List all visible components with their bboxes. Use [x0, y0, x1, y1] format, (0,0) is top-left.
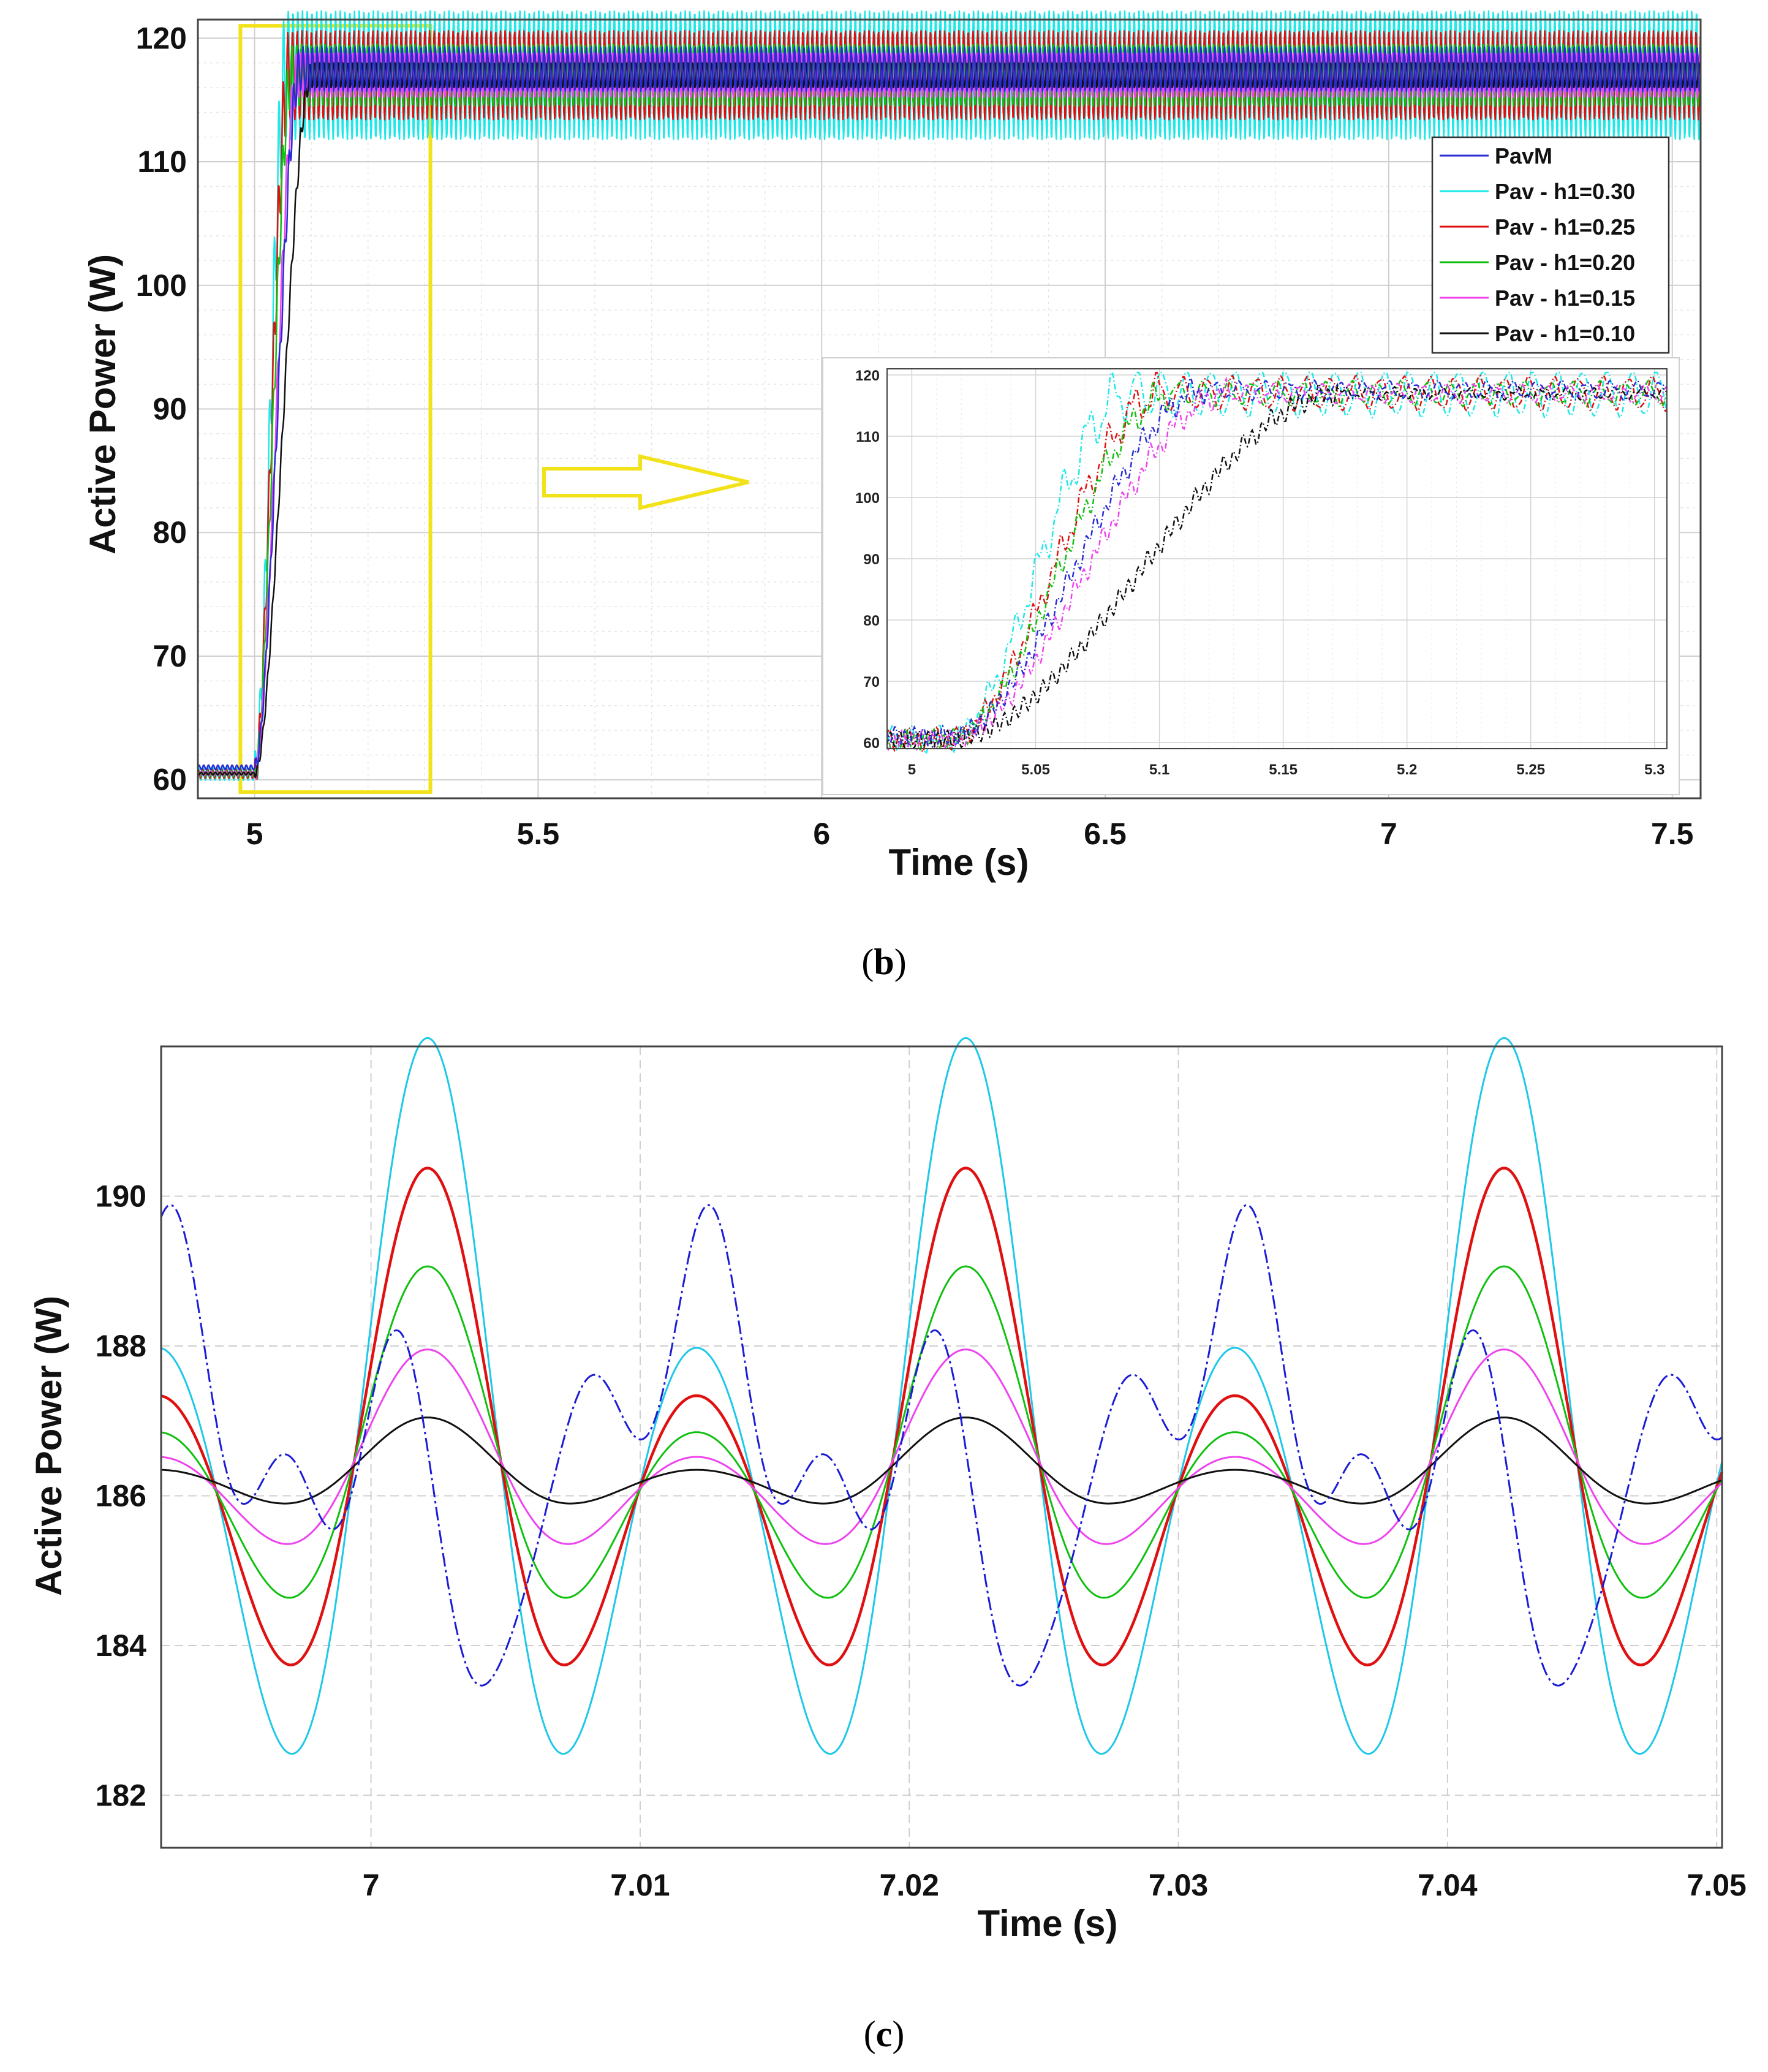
panel-b-plot-frame: [197, 18, 1702, 800]
panel-c-x-tick-label: 7.03: [1149, 1868, 1208, 1902]
inset-x-tick-label: 5: [908, 762, 916, 778]
inset-series-line: [886, 379, 1668, 751]
panel-b-y-tick-label: 100: [136, 268, 187, 303]
panel-c-series-lines: [160, 1037, 1724, 1755]
inset-x-tick-label: 5.25: [1516, 762, 1545, 778]
panel-c-series-line: [161, 1416, 1723, 1505]
panel-b-y-tick-label: 70: [153, 639, 187, 673]
panel-c-plot-background: [161, 1046, 1722, 1848]
panel-b-y-tick-label: 80: [153, 515, 187, 550]
panel-c-y-axis-label: Active Power (W): [28, 1296, 69, 1596]
inset-series-line: [886, 376, 1668, 748]
inset-y-tick-label: 60: [863, 735, 880, 752]
panel-c-plot-frame: [160, 1045, 1723, 1849]
inset-y-tick-label: 90: [863, 551, 880, 568]
inset-series-line: [886, 371, 1668, 756]
panel-b-x-tick-labels: 5 5.5 6 6.5 7 7.5: [246, 817, 1694, 851]
legend-entry: Pav - h1=0.20: [1495, 250, 1635, 275]
panel-b-series-line: [197, 46, 1701, 771]
panel-c-caption: (c): [864, 2014, 905, 2054]
inset-y-tick-label: 110: [856, 429, 880, 445]
panel-c-series-line: [161, 1166, 1724, 1666]
inset-x-tick-label: 5.3: [1644, 762, 1664, 778]
panel-c-series-line: [161, 1037, 1723, 1755]
panel-b-x-tick-label: 7.5: [1651, 817, 1694, 851]
panel-c-y-tick-label: 182: [96, 1778, 146, 1812]
panel-c-y-tick-label: 186: [96, 1478, 146, 1513]
panel-b-legend: PavM Pav - h1=0.30 Pav - h1=0.25 Pav - h1=0…: [1431, 136, 1670, 354]
legend-entry: Pav - h1=0.25: [1495, 214, 1635, 240]
legend-entry: PavM: [1495, 143, 1552, 168]
panel-b-legend-box: [1431, 136, 1670, 354]
panel-b-series-line: [197, 43, 1701, 780]
panel-b-x-tick-label: 7: [1380, 817, 1397, 851]
panel-b-caption: (b): [861, 942, 906, 982]
legend-entry: Pav - h1=0.30: [1495, 179, 1635, 204]
inset-x-tick-label: 5.15: [1269, 762, 1298, 778]
panel-c-chart: 7 7.01 7.02 7.03 7.04 7.05 182 184 186 188 190 Ti…: [28, 1037, 1747, 1944]
panel-b-y-tick-label: 60: [153, 763, 187, 797]
panel-b-series-line: [197, 29, 1701, 780]
inset-y-tick-label: 70: [863, 674, 880, 690]
panel-c-series-line: [160, 1204, 1723, 1687]
panel-b-x-tick-label: 5.5: [517, 817, 560, 851]
panel-b-y-tick-label: 110: [137, 145, 187, 179]
panel-b-inset-zoom-chart: 5 5.05 5.1 5.15 5.2 5.25 5.3 60 70 80 90 100 110 120: [822, 357, 1680, 795]
panel-b-x-tick-label: 6.5: [1084, 817, 1127, 851]
panel-c-x-tick-label: 7.04: [1418, 1868, 1478, 1902]
panel-b-y-tick-label: 120: [136, 21, 187, 55]
inset-x-tick-label: 5.1: [1149, 762, 1169, 778]
panel-c-series-line: [161, 1348, 1723, 1545]
panel-b-x-axis-label: Time (s): [889, 842, 1029, 883]
panel-b-series-lines: [197, 10, 1701, 781]
inset-y-tick-label: 120: [855, 368, 880, 384]
panel-c-y-tick-label: 190: [96, 1179, 146, 1213]
inset-y-tick-label: 80: [863, 613, 880, 629]
panel-c-x-tick-label: 7.05: [1687, 1868, 1747, 1902]
panel-c-x-tick-label: 7.01: [610, 1868, 670, 1902]
panel-b-caption-letter: b: [874, 942, 894, 982]
inset-y-tick-label: 100: [855, 490, 880, 507]
inset-series-line: [886, 382, 1668, 750]
inset-x-tick-label: 5.05: [1021, 762, 1050, 778]
legend-entry: Pav - h1=0.10: [1495, 321, 1635, 346]
panel-b-x-tick-label: 5: [246, 817, 263, 851]
inset-x-tick-label: 5.2: [1397, 762, 1417, 778]
panel-c-y-tick-label: 188: [96, 1329, 146, 1363]
inset-plot-frame: [886, 368, 1668, 749]
panel-b-y-tick-labels: 60 70 80 90 100 110 120: [136, 21, 187, 796]
panel-b-x-tick-label: 6: [813, 817, 830, 851]
panel-c-x-tick-labels: 7 7.01 7.02 7.03 7.04 7.05: [363, 1868, 1747, 1902]
panel-b-y-axis-label: Active Power (W): [82, 254, 123, 554]
panel-c-caption-letter: c: [876, 2014, 893, 2054]
inset-series-line: [886, 376, 1668, 752]
panel-c-y-tick-label: 184: [96, 1628, 147, 1663]
panel-b-y-tick-label: 90: [153, 392, 187, 426]
panel-c-x-tick-label: 7: [363, 1868, 380, 1902]
panel-c-y-tick-labels: 182 184 186 188 190: [96, 1179, 147, 1812]
legend-entry: Pav - h1=0.15: [1495, 285, 1635, 311]
zoom-arrow-shape: [542, 454, 749, 510]
panel-c-x-tick-label: 7.02: [880, 1868, 939, 1902]
zoom-arrow-icon: [542, 454, 749, 510]
panel-c-grid: [161, 1046, 1722, 1848]
panel-c-x-axis-label: Time (s): [978, 1903, 1118, 1944]
